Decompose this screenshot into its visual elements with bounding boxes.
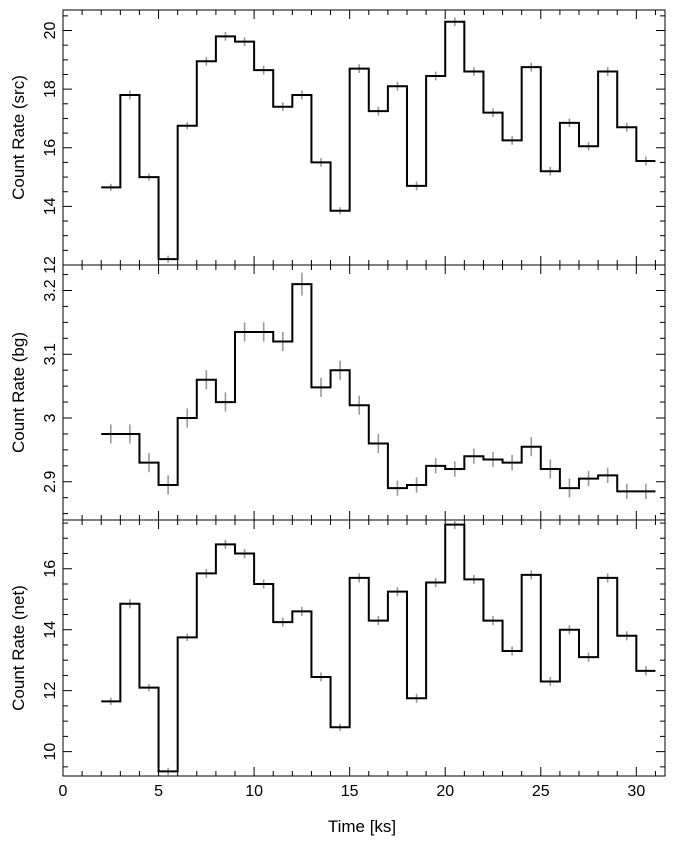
y-tick-label: 2.9 <box>42 471 59 493</box>
x-tick-label: 20 <box>436 783 454 800</box>
y-tick-label: 16 <box>42 139 59 157</box>
step-series-net <box>101 523 656 773</box>
step-series-src <box>101 20 656 261</box>
x-axis-title: Time [ks] <box>328 817 396 836</box>
y-tick-label: 14 <box>42 621 59 639</box>
y-tick-label: 18 <box>42 80 59 98</box>
x-tick-label: 0 <box>59 783 68 800</box>
step-series-bg <box>101 283 656 493</box>
panel-src: 12 14 16 18 20 Count Rate (src) <box>9 9 666 274</box>
y-axis-title: Count Rate (net) <box>9 585 28 711</box>
y-tick-label: 16 <box>42 560 59 578</box>
x-tick-label: 30 <box>627 783 645 800</box>
y-axis-title: Count Rate (src) <box>9 75 28 200</box>
y-tick-label: 3.2 <box>42 279 59 301</box>
x-tick-label: 25 <box>532 783 550 800</box>
y-tick-label: 10 <box>42 743 59 761</box>
y-tick-label: 12 <box>42 682 59 700</box>
y-tick-label: 12 <box>42 256 59 274</box>
y-axis-title: Count Rate (bg) <box>9 332 28 453</box>
y-tick-label: 14 <box>42 197 59 215</box>
y-tick-label: 3 <box>42 413 59 422</box>
x-tick-label: 10 <box>245 783 263 800</box>
panel-frame <box>62 519 666 777</box>
panels-group: 12 14 16 18 20 Count Rate (src) 2.9 3 3.1 3.2 Coun… <box>9 9 666 800</box>
y-tick-label: 20 <box>42 22 59 40</box>
y-tick-label: 3.1 <box>42 343 59 365</box>
x-tick-label: 5 <box>154 783 163 800</box>
x-tick-label: 15 <box>341 783 359 800</box>
panel-net: 10 12 14 16 Count Rate (net) 0 5 10 15 20 25 30 <box>9 519 666 800</box>
